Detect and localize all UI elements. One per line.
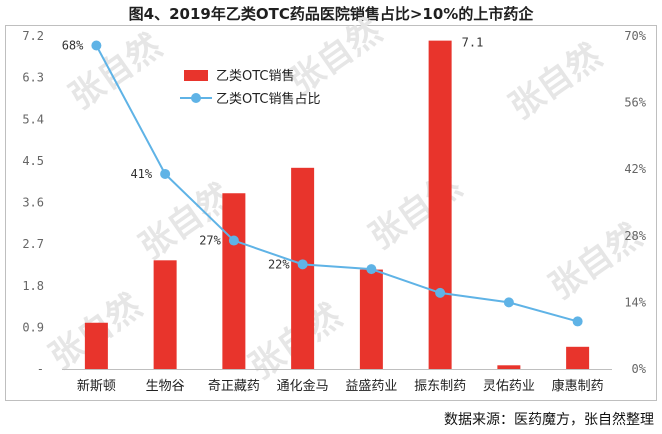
- line-path: [95, 45, 578, 323]
- right-tick-label: 70%: [624, 29, 646, 43]
- left-tick-label: 0.9: [22, 320, 44, 334]
- legend-swatch-bar: [184, 70, 208, 81]
- data-label: 27%: [199, 234, 221, 248]
- right-tick-label: 28%: [624, 229, 646, 243]
- legend-label: 乙类OTC销售占比: [216, 91, 321, 107]
- data-label: 22%: [268, 257, 290, 271]
- left-tick-label: -: [37, 362, 44, 376]
- legend-label: 乙类OTC销售: [216, 68, 295, 84]
- right-tick-label: 42%: [624, 162, 646, 176]
- bar: [428, 40, 452, 369]
- legend-marker: [191, 93, 201, 103]
- category-label: 奇正藏药: [208, 378, 260, 394]
- bar: [153, 260, 177, 369]
- chart-frame: [5, 25, 657, 401]
- left-axis: - 0.9 1.8 2.7 3.6 4.5 5.4 6.3 7.2: [22, 29, 44, 376]
- line-marker: [297, 259, 308, 270]
- category-label: 新斯顿: [77, 378, 116, 394]
- category-label: 康惠制药: [552, 378, 604, 394]
- bar: [359, 269, 383, 369]
- category-label: 振东制药: [414, 379, 466, 394]
- data-label: 7.1: [462, 36, 484, 50]
- category-label: 生物谷: [146, 379, 185, 394]
- bar: [84, 322, 108, 369]
- watermark-text: 张自然: [282, 11, 388, 102]
- line-marker: [435, 287, 446, 298]
- watermark-text: 张自然: [502, 36, 608, 127]
- line-series: [91, 40, 583, 327]
- right-axis: 0% 14% 28% 42% 56% 70%: [624, 29, 646, 376]
- right-tick-label: 56%: [624, 96, 646, 110]
- line-marker: [366, 264, 377, 275]
- left-tick-label: 4.5: [22, 154, 44, 168]
- line-marker: [160, 168, 171, 179]
- data-label: 41%: [130, 167, 152, 181]
- left-tick-label: 7.2: [22, 29, 44, 43]
- chart-title: 图4、2019年乙类OTC药品医院销售占比>10%的上市药企: [128, 5, 534, 23]
- left-tick-label: 3.6: [22, 196, 44, 210]
- category-label: 益盛药业: [345, 379, 397, 394]
- data-labels: 68% 41% 27% 22% 7.1: [62, 36, 484, 272]
- watermark-layer: 张自然张自然张自然张自然张自然张自然张自然张自然: [42, 11, 648, 387]
- line-marker: [572, 316, 583, 327]
- left-tick-label: 5.4: [22, 112, 44, 126]
- right-tick-label: 0%: [632, 362, 647, 376]
- left-tick-label: 6.3: [22, 71, 44, 85]
- line-marker: [91, 40, 102, 51]
- bar-series: [84, 40, 590, 369]
- data-label: 68%: [62, 39, 84, 53]
- bar: [497, 365, 521, 369]
- category-label: 通化金马: [277, 378, 329, 394]
- source-note: 数据来源：医药魔方，张自然整理: [444, 412, 654, 428]
- watermark-text: 张自然: [362, 166, 468, 257]
- left-tick-label: 1.8: [22, 279, 44, 293]
- bar: [222, 193, 246, 369]
- line-marker: [228, 235, 239, 246]
- left-tick-label: 2.7: [22, 237, 44, 251]
- category-labels: 新斯顿 生物谷 奇正藏药 通化金马 益盛药业 振东制药 灵佑药业 康惠制药: [77, 378, 604, 394]
- category-label: 灵佑药业: [483, 379, 535, 394]
- line-marker: [503, 297, 514, 308]
- bar: [566, 346, 590, 369]
- right-tick-label: 14%: [624, 295, 646, 309]
